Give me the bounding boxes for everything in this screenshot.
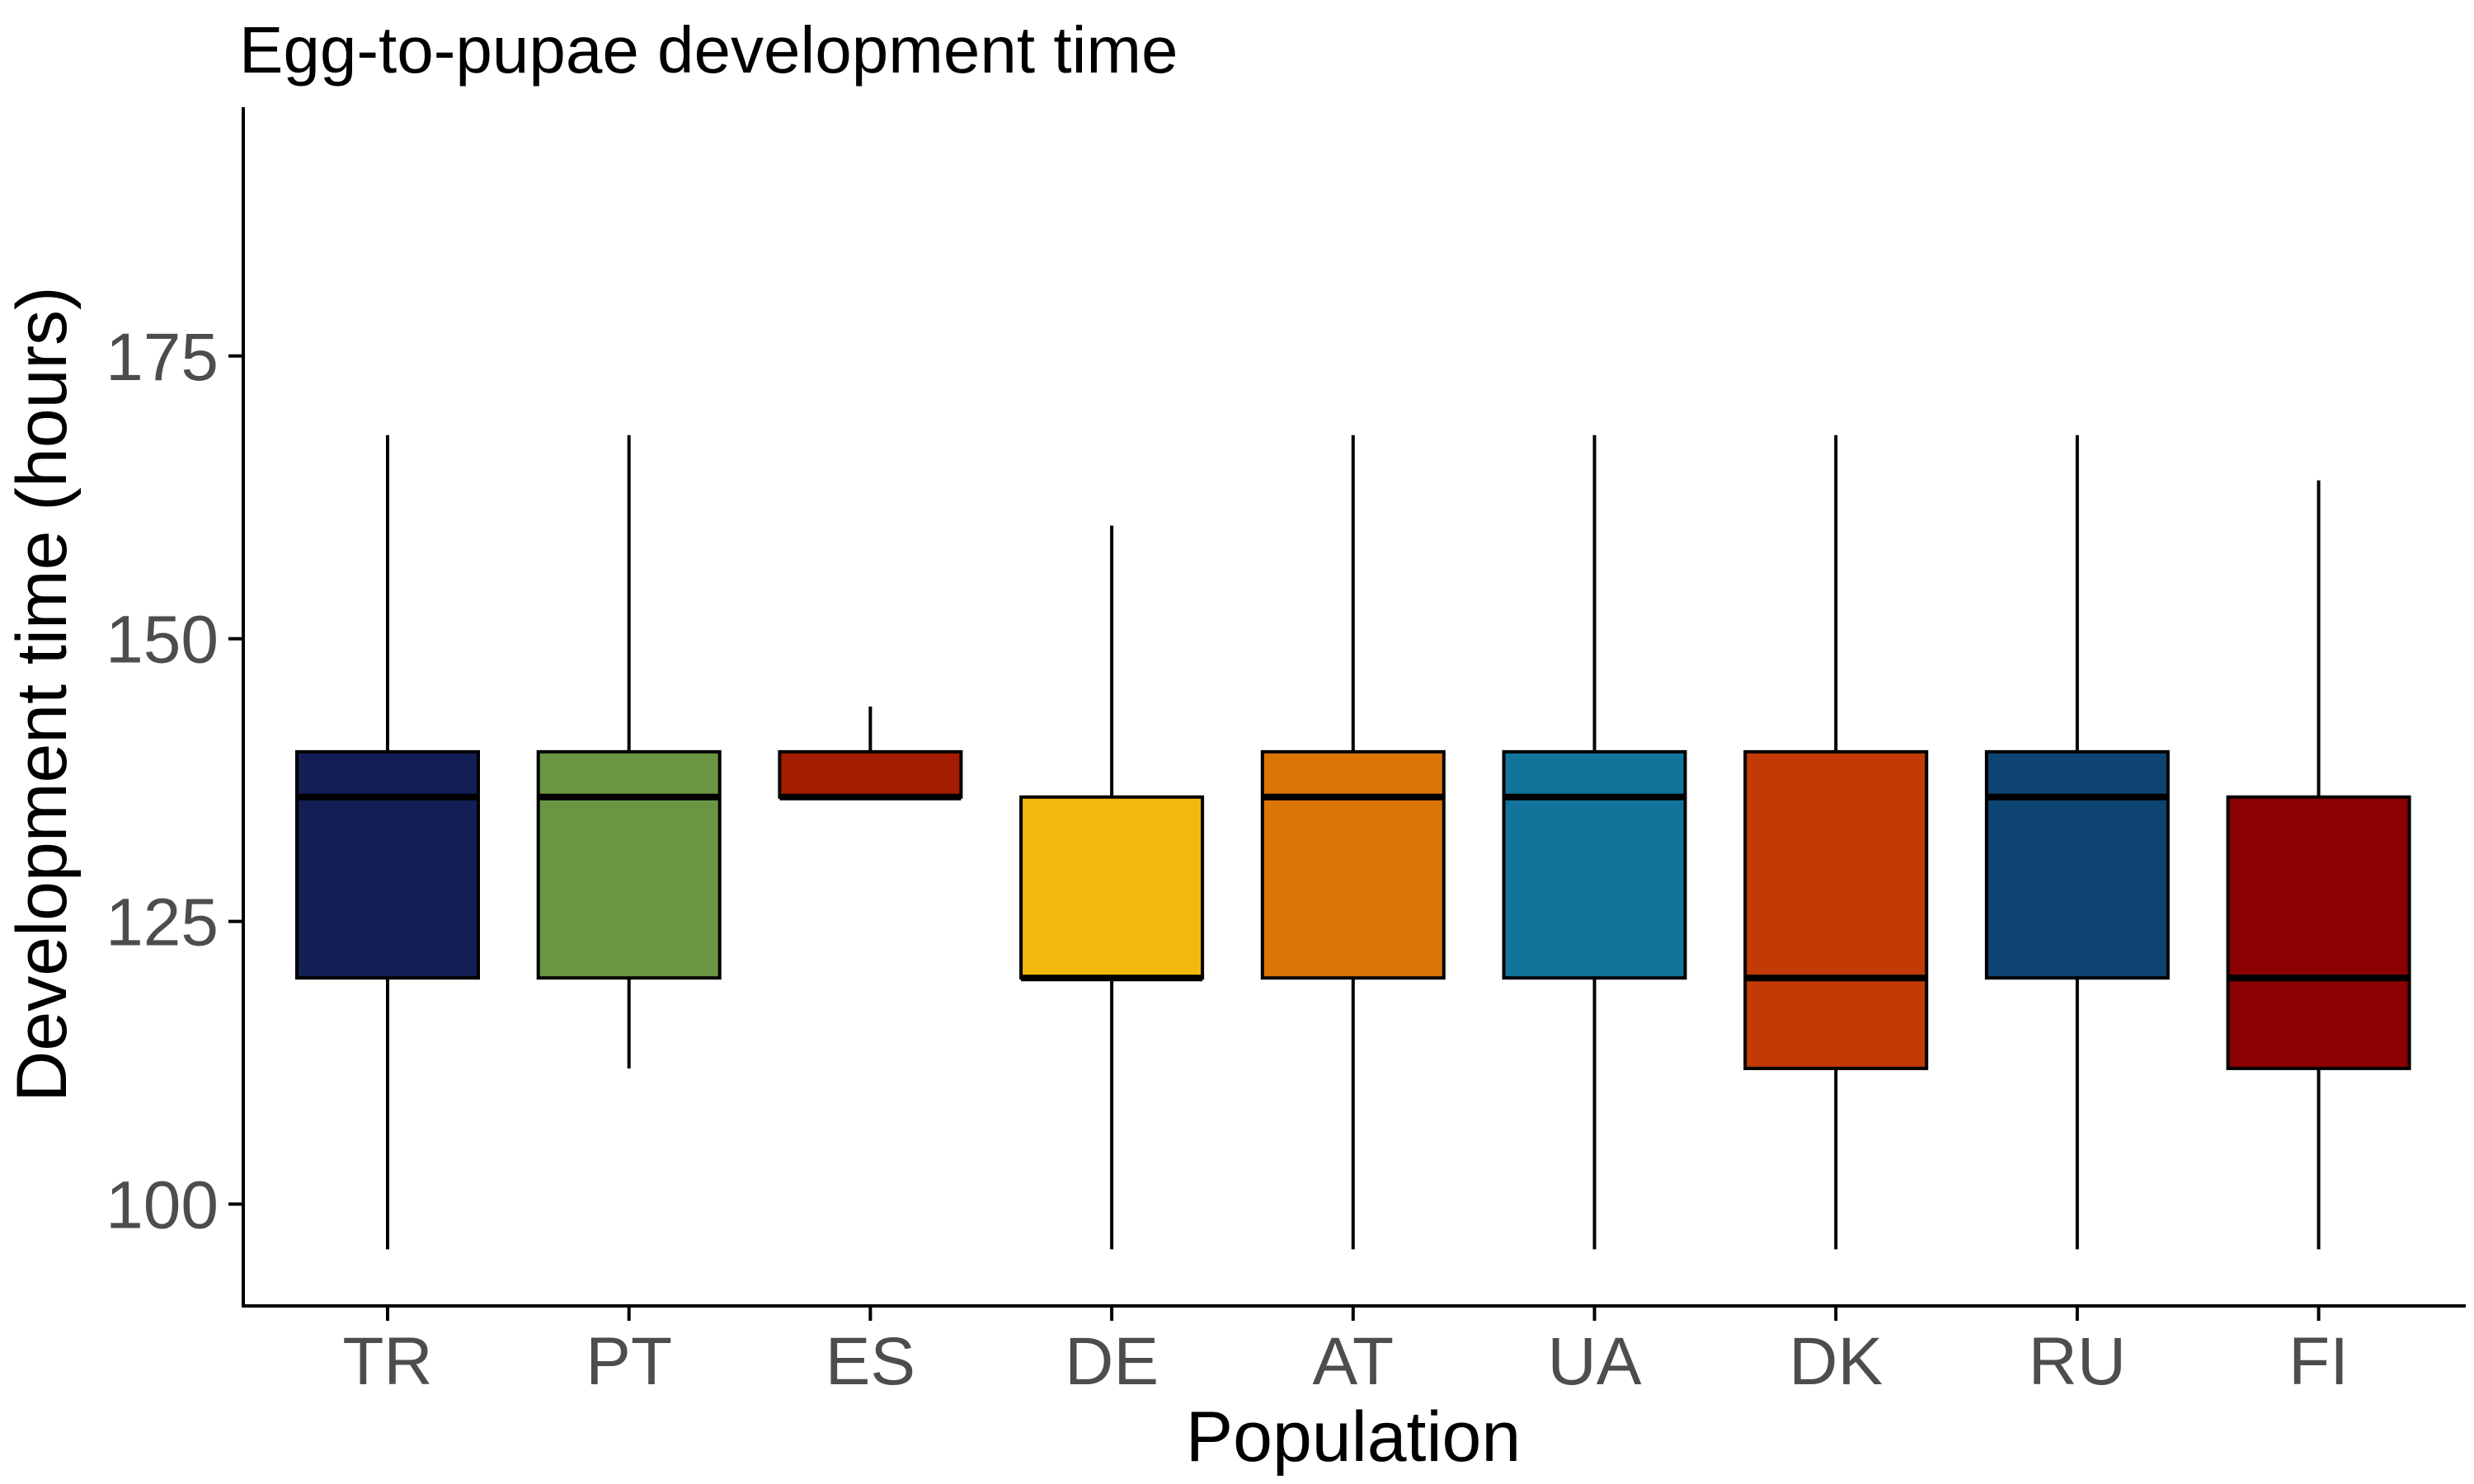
x-tick-label-ru: RU — [2029, 1324, 2126, 1399]
box-ua — [1502, 434, 1687, 1250]
box-body-tr — [295, 749, 480, 980]
x-axis-title: Population — [1186, 1397, 1521, 1477]
x-tick-label-dk: DK — [1789, 1324, 1883, 1399]
box-at — [1260, 434, 1446, 1250]
y-tick-label: 100 — [106, 1168, 219, 1243]
y-axis-title: Development time (hours) — [2, 286, 82, 1101]
box-fi — [2226, 480, 2411, 1250]
box-ru — [1984, 434, 2170, 1250]
box-body-dk — [1743, 749, 1929, 1070]
x-tick-label-pt: PT — [586, 1324, 672, 1399]
x-tick-label-ua: UA — [1548, 1324, 1642, 1399]
box-body-ua — [1502, 749, 1687, 980]
x-tick-label-at: AT — [1312, 1324, 1394, 1399]
x-tick-label-tr: TR — [342, 1324, 432, 1399]
y-ticks-layer: 100 125 150 175 — [106, 320, 243, 1243]
box-es — [778, 707, 963, 801]
y-tick-label: 125 — [106, 885, 219, 960]
boxes-layer — [295, 434, 2411, 1250]
x-tick-label-fi: FI — [2288, 1324, 2349, 1399]
box-body-fi — [2226, 795, 2411, 1070]
box-de — [1019, 525, 1205, 1250]
box-pt — [536, 434, 722, 1068]
box-body-es — [778, 749, 963, 799]
box-dk — [1743, 434, 1929, 1250]
box-body-at — [1260, 749, 1446, 980]
box-body-pt — [536, 749, 722, 980]
x-tick-label-es: ES — [825, 1324, 915, 1399]
box-tr — [295, 434, 480, 1250]
y-tick-label: 175 — [106, 320, 219, 395]
y-tick-label: 150 — [106, 603, 219, 678]
box-body-ru — [1984, 749, 2170, 980]
box-body-de — [1019, 795, 1205, 980]
x-ticks-layer: TR PT ES DE AT UA DK RU FI — [342, 1306, 2349, 1399]
x-tick-label-de: DE — [1065, 1324, 1159, 1399]
chart-title: Egg-to-pupae development time — [239, 13, 1178, 87]
